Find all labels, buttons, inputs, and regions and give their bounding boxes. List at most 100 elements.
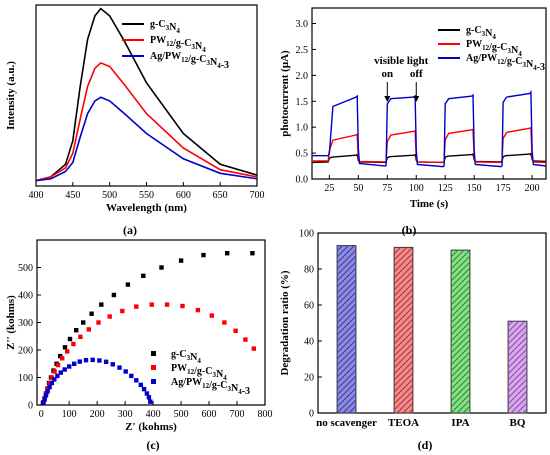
series-point-c-2 (43, 393, 49, 398)
bar-hatch-2 (451, 250, 470, 413)
series-point-c-2 (97, 358, 102, 363)
series-point-c-0 (125, 282, 131, 287)
y-tick-label-d: 60 (304, 301, 314, 312)
series-point-c-2 (49, 380, 54, 386)
series-point-c-1 (71, 341, 76, 347)
annotation-visible-light: visible light (374, 55, 428, 67)
series-line-a-2 (35, 96, 258, 182)
x-tick-label-c: 700 (230, 409, 245, 420)
legend-marker-c-2 (151, 379, 156, 384)
plot-frame-a (35, 4, 258, 187)
series-point-c-1 (195, 307, 201, 313)
series-point-c-0 (99, 302, 104, 307)
series-point-c-1 (164, 302, 170, 307)
x-tick-label-c: 400 (146, 409, 161, 420)
legend-label-a-0: g-C3N4 (150, 19, 180, 35)
y-tick-label-b: 0.0 (296, 175, 309, 186)
series-point-c-2 (58, 370, 63, 375)
y-tick-label-c: 200 (18, 346, 33, 357)
series-line-b-1 (312, 126, 547, 164)
x-tick-label-a: 600 (176, 190, 191, 201)
legend-label-b-2: Ag/PW12/g-C3N4-3 (466, 53, 545, 73)
panel-label-d: (d) (418, 438, 433, 452)
chart-panel-a: (a) 400 450 500 550 600 650 700 Wavelength (nm)… (5, 4, 265, 237)
series-point-c-1 (209, 313, 214, 318)
y-tick-label-b: 2.0 (296, 71, 309, 82)
series-point-c-2 (77, 359, 82, 364)
series-point-c-1 (55, 362, 61, 368)
series-point-c-0 (159, 265, 164, 270)
x-tick-label-c: 200 (90, 409, 105, 420)
bar-hatch-1 (394, 247, 413, 413)
series-point-c-2 (129, 373, 134, 379)
annotation-off: off (410, 68, 423, 80)
series-point-c-1 (180, 303, 185, 309)
series-point-c-2 (110, 362, 115, 367)
x-axis-label-c: Z' (kohms) (125, 421, 177, 433)
legend-label-c-0: g-C3N4 (171, 349, 201, 365)
x-tick-label-b: 125 (438, 183, 453, 194)
x-tick-label-d: IPA (451, 417, 469, 429)
series-point-c-2 (146, 395, 152, 400)
x-tick-label-b: 100 (409, 183, 424, 194)
series-point-c-2 (62, 367, 67, 372)
series-point-c-2 (103, 359, 109, 364)
series-point-c-0 (250, 251, 255, 256)
annotation-arrowhead-0 (384, 96, 391, 102)
series-point-c-1 (149, 302, 154, 307)
x-tick-label-c: 100 (62, 409, 77, 420)
annotation-arrowhead-1 (413, 96, 420, 102)
x-tick-label-d: TEOA (388, 417, 419, 429)
plot-frame-d (317, 232, 547, 414)
x-tick-label-b: 50 (353, 183, 363, 194)
series-point-c-1 (251, 346, 256, 351)
y-tick-label-d: 0 (309, 409, 314, 420)
y-tick-label-c: 400 (18, 291, 33, 302)
legend-label-b-1: PW12/g-C3N4 (466, 39, 522, 58)
x-tick-label-c: 800 (258, 409, 273, 420)
series-point-c-2 (117, 365, 122, 370)
series-point-c-0 (58, 353, 63, 359)
x-tick-label-a: 400 (29, 190, 44, 201)
series-point-c-1 (65, 349, 70, 354)
y-tick-label-b: 1.0 (296, 123, 309, 134)
series-point-c-1 (49, 375, 54, 380)
series-point-c-1 (60, 356, 65, 361)
x-tick-label-b: 150 (467, 183, 482, 194)
series-point-c-2 (52, 377, 57, 382)
series-point-c-1 (134, 304, 139, 309)
series-point-c-1 (78, 334, 83, 339)
x-tick-label-b: 200 (525, 183, 540, 194)
x-axis-label-a: Wavelength (nm) (106, 202, 187, 214)
series-point-c-0 (111, 292, 117, 298)
y-tick-label-b: 1.5 (296, 97, 309, 108)
y-axis-label-b: photocurrent (μA) (279, 50, 291, 137)
chart-panel-b: (b) 25 50 75 100 125 150 175 200 0.0 0.5 1.0 1.5 2.0… (279, 7, 547, 237)
series-point-c-0 (74, 328, 79, 333)
bar-hatch-3 (508, 321, 527, 413)
x-tick-label-c: 500 (174, 409, 189, 420)
series-point-c-2 (67, 364, 72, 369)
y-tick-label-b: 2.5 (296, 45, 309, 56)
series-point-c-0 (178, 258, 184, 263)
series-line-a-1 (35, 61, 258, 182)
series-line-b-2 (312, 89, 547, 168)
series-point-c-2 (141, 386, 147, 392)
x-tick-label-b: 25 (324, 183, 334, 194)
x-tick-label-d: no scavenger (316, 417, 377, 429)
series-point-c-1 (86, 327, 91, 332)
x-tick-label-c: 300 (118, 409, 133, 420)
legend-label-a-1: PW12/g-C3N4 (150, 35, 206, 54)
panel-label-a: (a) (123, 223, 137, 237)
plot-frame-b (311, 7, 547, 180)
legend-label-b-0: g-C3N4 (466, 25, 496, 41)
series-point-c-0 (67, 336, 73, 342)
series-point-c-1 (96, 320, 101, 325)
x-tick-label-a: 450 (65, 190, 80, 201)
legend-label-a-2: Ag/PW12/g-C3N4-3 (150, 51, 229, 71)
series-point-c-1 (107, 314, 112, 319)
legend-label-c-1: PW12/g-C3N4 (171, 363, 227, 382)
y-axis-label-d: Degradation ratio (%) (279, 270, 291, 375)
y-tick-label-c: 500 (18, 263, 33, 274)
